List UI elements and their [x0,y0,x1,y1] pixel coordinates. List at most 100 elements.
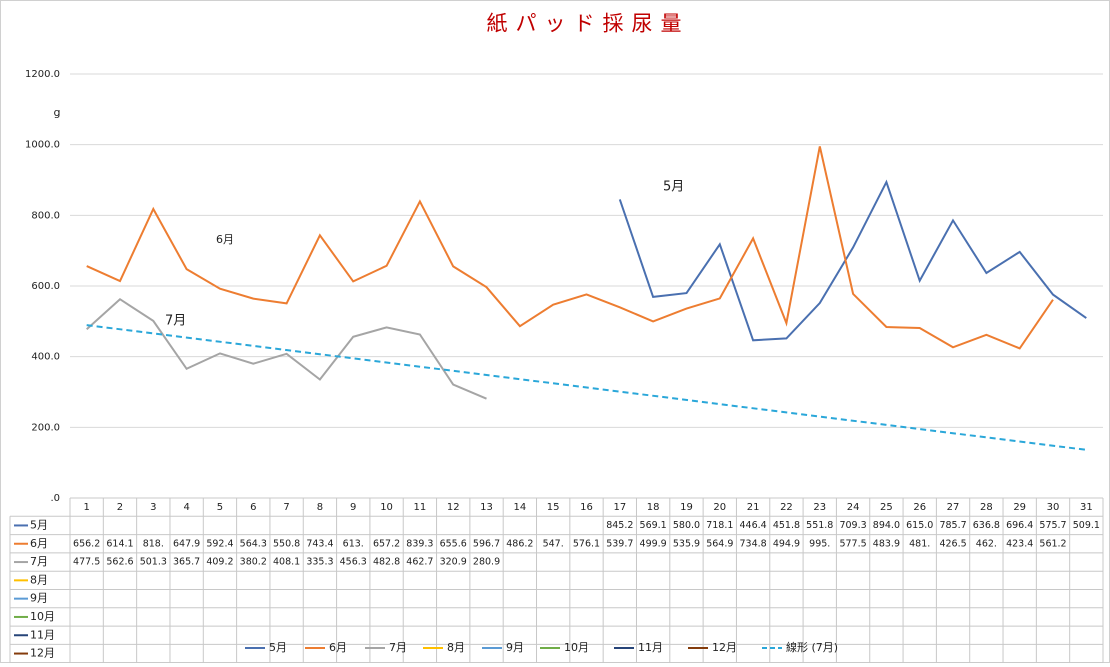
legend-label: 6月 [329,641,347,654]
y-tick-label: 400.0 [31,352,60,363]
table-cell: 547. [543,538,564,549]
table-cell: 462.7 [406,557,433,568]
table-cell: 647.9 [173,538,200,549]
table-cell: 580.0 [673,520,700,531]
table-cell: 539.7 [606,538,633,549]
table-cell: 845.2 [606,520,633,531]
chart-title: 紙パッド採尿量 [487,12,690,36]
table-cell: 718.1 [706,520,733,531]
x-tick-label: 5 [217,502,223,513]
x-tick-label: 29 [1013,502,1026,513]
table-cell: 709.3 [839,520,866,531]
table-cell: 550.8 [273,538,300,549]
x-tick-label: 2 [117,502,123,513]
table-cell: 615.0 [906,520,933,531]
annotation: 6月 [216,233,234,246]
series-line [86,146,1054,350]
table-cell: 657.2 [373,538,400,549]
x-tick-label: 1 [83,502,89,513]
table-cell: 477.5 [73,557,100,568]
x-tick-label: 18 [647,502,660,513]
x-tick-label: 4 [183,502,189,513]
table-cell: 446.4 [740,520,767,531]
y-axis-label: g [54,106,61,119]
x-tick-label: 25 [880,502,893,513]
table-cell: 482.8 [373,557,400,568]
table-cell: 839.3 [406,538,433,549]
table-cell: 785.7 [939,520,966,531]
table-cell: 499.9 [640,538,667,549]
table-cell: 501.3 [140,557,167,568]
table-cell: 564.9 [706,538,733,549]
y-tick-label: 1200.0 [25,69,60,80]
x-tick-label: 26 [913,502,926,513]
table-row-label: 11月 [30,628,55,641]
x-tick-label: 20 [713,502,726,513]
legend-label: 8月 [447,641,465,654]
table-cell: 335.3 [306,557,333,568]
table-cell: 636.8 [973,520,1000,531]
table-cell: 734.8 [740,538,767,549]
table-row-label: 12月 [30,647,55,660]
table-cell: 280.9 [473,557,500,568]
table-cell: 462. [976,538,997,549]
legend-label: 10月 [564,641,589,654]
table-cell: 551.8 [806,520,833,531]
table-row-label: 9月 [30,592,48,605]
table-cell: 535.9 [673,538,700,549]
legend-label: 7月 [389,641,407,654]
x-tick-label: 11 [414,502,427,513]
table-cell: 576.1 [573,538,600,549]
table-cell: 696.4 [1006,520,1033,531]
table-row-label: 7月 [30,555,48,568]
x-tick-label: 28 [980,502,993,513]
x-tick-label: 7 [283,502,289,513]
x-tick-label: 12 [447,502,460,513]
table-cell: 575.7 [1039,520,1066,531]
table-row-label: 8月 [30,573,48,586]
table-cell: 613. [343,538,364,549]
table-cell: 655.6 [440,538,467,549]
annotation: 7月 [165,314,186,329]
trendline [86,324,1087,451]
table-row-label: 10月 [30,610,55,623]
legend-label: 5月 [269,641,287,654]
y-tick-label: 600.0 [31,281,60,292]
legend-label: 線形 (7月) [786,640,838,654]
table-cell: 423.4 [1006,538,1033,549]
x-tick-label: 3 [150,502,156,513]
y-tick-label: 200.0 [31,422,60,433]
table-cell: 494.9 [773,538,800,549]
table-cell: 486.2 [506,538,533,549]
x-tick-label: 13 [480,502,493,513]
y-tick-label: .0 [50,493,60,504]
x-tick-label: 9 [350,502,356,513]
table-cell: 408.1 [273,557,300,568]
table-cell: 365.7 [173,557,200,568]
table-cell: 614.1 [106,538,133,549]
table-cell: 569.1 [640,520,667,531]
legend-label: 12月 [712,641,737,654]
x-tick-label: 10 [380,502,393,513]
table-row-label: 5月 [30,518,48,531]
table-cell: 562.6 [106,557,133,568]
legend-label: 11月 [638,641,663,654]
annotation: 5月 [663,180,684,195]
table-cell: 483.9 [873,538,900,549]
table-cell: 561.2 [1039,538,1066,549]
table-cell: 656.2 [73,538,100,549]
x-tick-label: 15 [547,502,560,513]
x-tick-label: 24 [847,502,860,513]
table-cell: 320.9 [440,557,467,568]
x-tick-label: 14 [513,502,526,513]
table-cell: 596.7 [473,538,500,549]
x-tick-label: 31 [1080,502,1093,513]
table-row-label: 6月 [30,537,48,550]
x-tick-label: 22 [780,502,793,513]
table-cell: 509.1 [1073,520,1100,531]
x-tick-label: 27 [947,502,960,513]
x-tick-label: 21 [747,502,760,513]
y-tick-label: 1000.0 [25,140,60,151]
table-cell: 409.2 [206,557,233,568]
table-cell: 592.4 [206,538,233,549]
